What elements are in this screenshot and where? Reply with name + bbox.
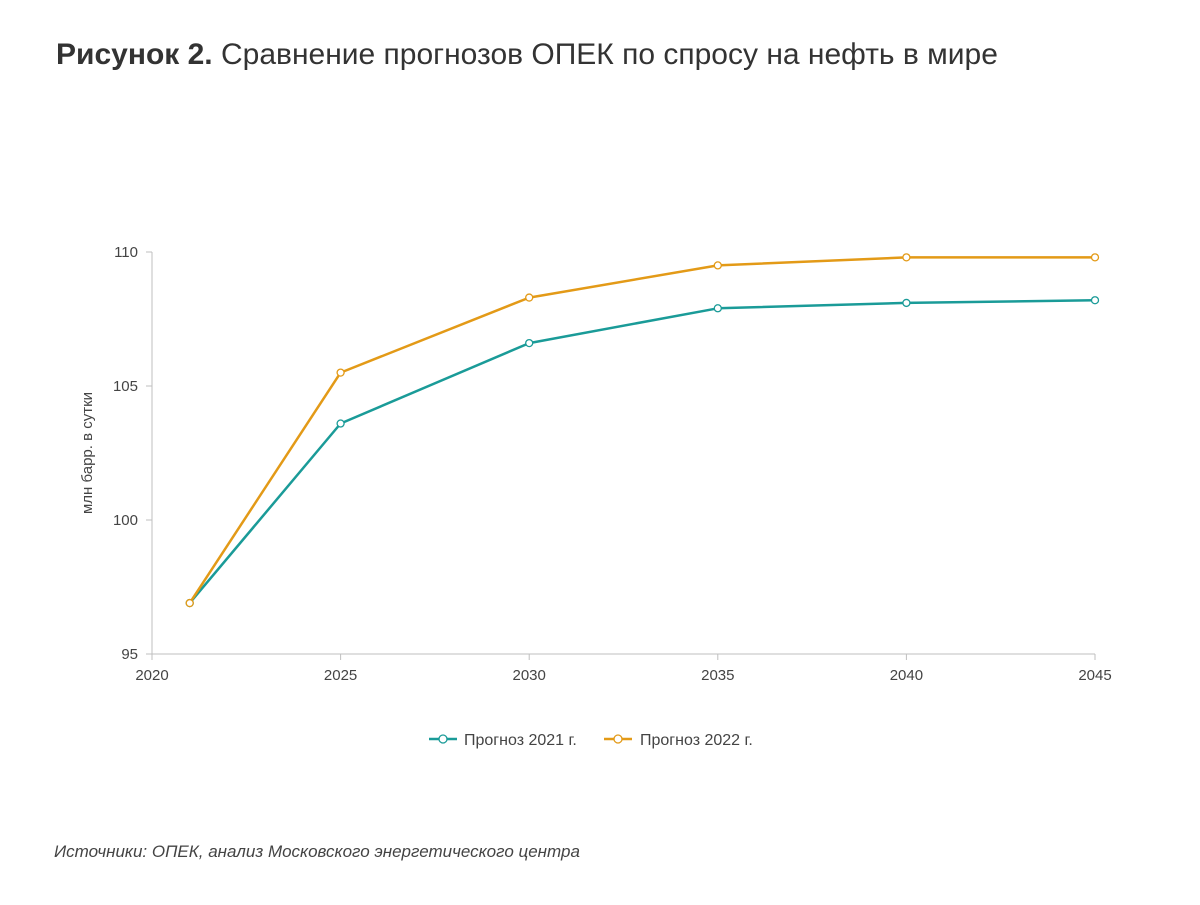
data-point-series-2 [185, 598, 194, 608]
legend-swatch-marker [438, 734, 448, 744]
figure-caption: Сравнение прогнозов ОПЕК по спросу на не… [220, 38, 998, 71]
x-tick-label: 2045 [1078, 667, 1111, 684]
data-point-series-1 [336, 419, 345, 428]
chart-legend: Прогноз 2021 г. Прогноз 2022 г. [429, 732, 753, 749]
y-tick-label: 100 [113, 512, 138, 529]
series-line-1 [188, 298, 1097, 605]
legend-label: Прогноз 2022 г. [640, 732, 753, 749]
y-tick-label: 95 [121, 646, 138, 663]
legend-label: Прогноз 2021 г. [464, 732, 577, 749]
y-tick-label: 110 [114, 244, 138, 261]
data-point-series-2 [902, 253, 911, 262]
data-point-series-2 [713, 261, 722, 270]
x-tick-label: 2040 [890, 667, 923, 684]
x-tick-label: 2020 [135, 667, 168, 684]
y-axis-title: млн барр. в сутки [79, 392, 96, 514]
x-tick-label: 2025 [324, 667, 357, 684]
x-tick-label: 2030 [513, 667, 546, 684]
data-point-series-1 [713, 304, 722, 313]
data-point-series-1 [902, 298, 911, 308]
legend-swatch-marker [613, 734, 623, 744]
source-note: Источники: ОПЕК, анализ Московского энер… [54, 842, 580, 861]
data-point-series-1 [525, 338, 534, 348]
series-line-2 [188, 256, 1097, 605]
figure-number: Рисунок 2. [56, 38, 213, 71]
data-point-series-2 [1090, 253, 1100, 262]
figure-title: Рисунок 2. Сравнение прогнозов ОПЕК по с… [56, 38, 998, 72]
data-point-series-1 [1090, 296, 1100, 305]
data-point-series-2 [525, 293, 534, 302]
data-point-series-2 [336, 368, 345, 377]
chart-axes: 95 100 105 110 2020 2025 2030 2035 2040 2045 млн б… [79, 244, 1112, 684]
chart-series [185, 253, 1100, 608]
x-tick-label: 2035 [701, 667, 734, 684]
y-tick-label: 105 [113, 378, 138, 395]
